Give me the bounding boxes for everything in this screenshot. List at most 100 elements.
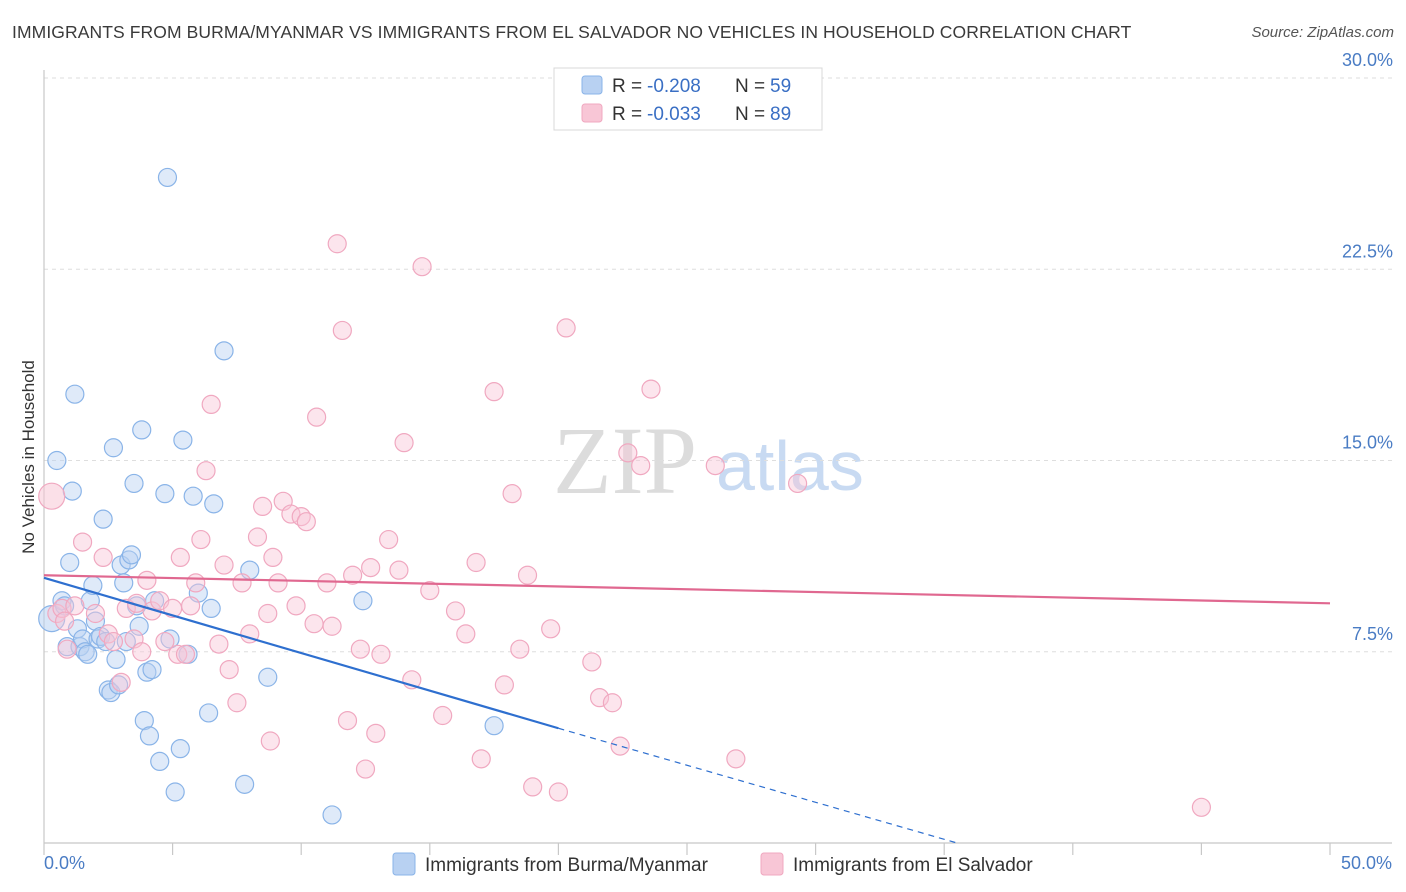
point-el-salvador — [38, 482, 66, 510]
series-legend: Immigrants from Burma/Myanmar Immigrants… — [392, 852, 1033, 876]
point-el-salvador — [47, 603, 67, 624]
legend-swatch-burma — [581, 75, 603, 95]
point-el-salvador — [219, 659, 239, 680]
series-burma-points — [38, 167, 504, 825]
point-el-salvador — [548, 782, 569, 802]
watermark-zip: ZIP — [553, 407, 697, 514]
point-el-salvador — [209, 634, 229, 654]
series-el-salvador-points — [38, 109, 1212, 817]
trend-line-el-salvador — [43, 574, 1331, 605]
point-burma — [106, 649, 126, 670]
legend-swatch-el-salvador — [581, 103, 603, 123]
series-legend-label-burma: Immigrants from Burma/Myanmar — [425, 855, 709, 876]
point-burma — [78, 644, 98, 664]
point-el-salvador — [286, 596, 306, 616]
point-el-salvador — [103, 631, 124, 652]
legend-r-label-el-salvador: R = — [612, 104, 642, 125]
point-burma — [114, 573, 134, 593]
point-burma — [170, 739, 190, 759]
point-el-salvador — [291, 506, 311, 527]
point-burma — [101, 682, 121, 703]
point-el-salvador — [355, 759, 376, 779]
point-el-salvador — [556, 318, 576, 338]
point-burma — [139, 726, 160, 746]
legend-r-label-burma: R = — [612, 76, 642, 97]
point-el-salvador — [57, 639, 77, 659]
point-burma — [258, 667, 278, 687]
point-el-salvador — [726, 749, 746, 769]
trend-line-burma — [43, 576, 559, 730]
point-burma — [103, 438, 124, 458]
legend-n-label-el-salvador: N = — [735, 104, 765, 125]
point-el-salvador — [456, 624, 476, 644]
point-el-salvador — [93, 547, 113, 568]
point-burma — [65, 384, 85, 404]
point-el-salvador — [168, 644, 188, 664]
watermark: ZIP atlas — [553, 407, 864, 514]
point-burma — [204, 494, 224, 514]
point-burma — [160, 629, 180, 649]
point-el-salvador — [85, 603, 106, 624]
point-burma — [124, 473, 144, 494]
point-burma — [214, 341, 234, 361]
legend-r-value-el-salvador: -0.033 — [647, 104, 701, 125]
point-burma — [132, 420, 152, 440]
point-el-salvador — [253, 496, 273, 516]
point-el-salvador — [201, 394, 221, 414]
x-tick-label-min: 0.0% — [44, 853, 85, 873]
point-el-salvador — [366, 723, 386, 743]
point-el-salvador — [541, 619, 561, 639]
point-burma — [52, 591, 72, 611]
point-el-salvador — [268, 573, 288, 593]
y-tick-label: 30.0% — [1342, 50, 1393, 70]
point-el-salvador — [232, 573, 252, 593]
point-burma — [60, 552, 80, 573]
point-burma — [199, 703, 219, 723]
point-el-salvador — [610, 736, 630, 756]
point-burma — [235, 774, 255, 794]
point-el-salvador — [263, 547, 283, 568]
point-burma — [183, 486, 203, 506]
y-tick-label: 22.5% — [1342, 241, 1393, 261]
point-el-salvador — [589, 688, 610, 708]
x-axis-ticks — [43, 843, 1331, 855]
point-burma — [90, 626, 111, 647]
trend-line-burma-extrapolated — [558, 727, 958, 844]
point-burma — [93, 509, 113, 529]
point-burma — [150, 751, 170, 772]
point-el-salvador — [433, 705, 453, 726]
point-el-salvador — [517, 565, 538, 585]
point-el-salvador — [350, 639, 370, 659]
point-burma — [134, 710, 154, 731]
legend-n-value-burma: 59 — [770, 76, 791, 97]
point-el-salvador — [111, 672, 131, 692]
point-el-salvador — [337, 710, 358, 731]
point-el-salvador — [258, 603, 278, 624]
point-el-salvador — [582, 652, 602, 672]
point-el-salvador — [412, 257, 432, 277]
point-el-salvador — [371, 644, 391, 664]
point-el-salvador — [420, 580, 440, 601]
point-burma — [119, 550, 139, 570]
point-burma — [353, 591, 373, 611]
point-el-salvador — [307, 407, 327, 427]
y-tick-label: 15.0% — [1342, 433, 1393, 453]
point-el-salvador — [1191, 797, 1212, 817]
point-burma — [54, 596, 75, 616]
point-burma — [47, 450, 67, 471]
point-el-salvador — [317, 573, 337, 593]
point-el-salvador — [54, 611, 75, 631]
point-burma — [137, 662, 157, 682]
point-el-salvador — [510, 639, 530, 659]
series-legend-swatch-el-salvador — [760, 852, 784, 876]
point-burma — [173, 430, 193, 450]
point-el-salvador — [523, 777, 543, 797]
point-el-salvador — [502, 484, 522, 504]
point-el-salvador — [332, 320, 352, 341]
series-legend-label-el-salvador: Immigrants from El Salvador — [793, 855, 1033, 876]
point-burma — [62, 481, 82, 501]
point-el-salvador — [787, 473, 808, 494]
legend-n-label-burma: N = — [735, 76, 765, 97]
point-el-salvador — [631, 456, 651, 476]
